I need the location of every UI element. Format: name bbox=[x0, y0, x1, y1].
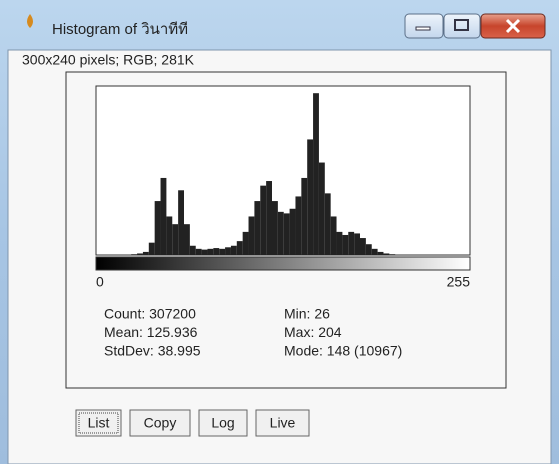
button-label[interactable]: Copy bbox=[144, 415, 177, 431]
histogram-bar bbox=[236, 241, 243, 255]
histogram-plot: 0 255 bbox=[95, 85, 471, 290]
histogram-bar bbox=[172, 224, 179, 255]
histogram-bar bbox=[383, 253, 390, 255]
button[interactable]: Copy bbox=[129, 409, 191, 437]
x-tick-label: 0 bbox=[96, 274, 104, 290]
histogram-bar bbox=[336, 231, 343, 255]
gray-ramp bbox=[95, 256, 471, 271]
histogram-bar bbox=[348, 231, 355, 255]
histogram-bar bbox=[195, 248, 202, 255]
button-face bbox=[75, 409, 122, 437]
histogram-bar bbox=[324, 193, 331, 255]
histogram-bar bbox=[131, 254, 138, 255]
histogram-bar bbox=[201, 249, 208, 255]
histogram-bar bbox=[166, 216, 173, 255]
histogram-bar bbox=[389, 254, 396, 255]
histogram-bar bbox=[184, 224, 190, 255]
image-info: 300x240 pixels; RGB; 281K bbox=[22, 52, 195, 68]
close-icon bbox=[505, 18, 521, 34]
maximize-icon bbox=[454, 19, 469, 31]
histogram-bar bbox=[283, 213, 290, 255]
histogram-bar bbox=[277, 211, 284, 255]
stat-right: Mode: 148 (10967) bbox=[284, 343, 402, 359]
histogram-bar bbox=[318, 162, 325, 255]
histogram-bar bbox=[254, 201, 261, 255]
statistics: Count: 307200 Mean: 125.936 StdDev: 38.995… bbox=[104, 306, 402, 359]
button-face bbox=[129, 409, 191, 437]
button-face bbox=[255, 409, 310, 437]
stat-right: Max: 204 bbox=[284, 324, 342, 340]
histogram-bar bbox=[230, 245, 237, 255]
histogram-bar bbox=[377, 251, 384, 255]
histogram-bar bbox=[225, 247, 231, 255]
minimize-button[interactable] bbox=[404, 13, 444, 39]
histogram-bar bbox=[248, 216, 255, 255]
histogram-bar bbox=[189, 245, 196, 255]
histogram-bar bbox=[342, 234, 349, 255]
histogram-bar bbox=[330, 216, 337, 255]
histogram-bar bbox=[148, 242, 155, 255]
panel-border bbox=[65, 71, 507, 389]
histogram-bar bbox=[154, 201, 161, 255]
histogram-bar bbox=[266, 181, 272, 255]
stat-right: Min: 26 bbox=[284, 306, 330, 322]
button-face bbox=[198, 409, 248, 437]
button-label[interactable]: List bbox=[88, 415, 110, 431]
histogram-bar bbox=[207, 248, 214, 255]
window-controls bbox=[404, 13, 546, 39]
histogram-bar bbox=[307, 139, 314, 255]
maximize-button[interactable] bbox=[443, 13, 481, 39]
histogram-bar bbox=[272, 201, 278, 255]
histogram-bar bbox=[360, 238, 366, 255]
histogram-bar bbox=[313, 93, 319, 255]
histogram-bar bbox=[354, 233, 360, 255]
button-row: List Copy Log Live bbox=[75, 409, 310, 437]
focus-ring bbox=[78, 412, 119, 434]
app-icon bbox=[27, 14, 33, 28]
minimize-icon bbox=[415, 26, 431, 31]
histogram-bar bbox=[137, 253, 143, 255]
button[interactable]: Log bbox=[198, 409, 248, 437]
histogram-bar bbox=[178, 190, 184, 255]
histogram-bar bbox=[365, 244, 372, 255]
histogram-bar bbox=[219, 248, 226, 255]
histogram-bar bbox=[295, 196, 302, 255]
histogram-bar bbox=[289, 208, 296, 255]
stat-left: Mean: 125.936 bbox=[104, 324, 198, 340]
x-tick-label: 255 bbox=[447, 274, 471, 290]
histogram-bar bbox=[260, 185, 267, 255]
button[interactable]: List bbox=[75, 409, 122, 437]
button-label[interactable]: Live bbox=[270, 415, 296, 431]
histogram-bar bbox=[242, 231, 249, 255]
histogram-bar bbox=[142, 251, 149, 255]
window-title: Histogram of วินาทีที bbox=[52, 21, 188, 38]
histogram-bar bbox=[160, 177, 167, 255]
histogram-bar bbox=[301, 177, 308, 255]
button-label[interactable]: Log bbox=[211, 415, 234, 431]
button[interactable]: Live bbox=[255, 409, 310, 437]
stat-left: Count: 307200 bbox=[104, 306, 196, 322]
histogram-bar bbox=[213, 248, 220, 255]
histogram-bar bbox=[371, 248, 378, 255]
stat-left: StdDev: 38.995 bbox=[104, 343, 201, 359]
